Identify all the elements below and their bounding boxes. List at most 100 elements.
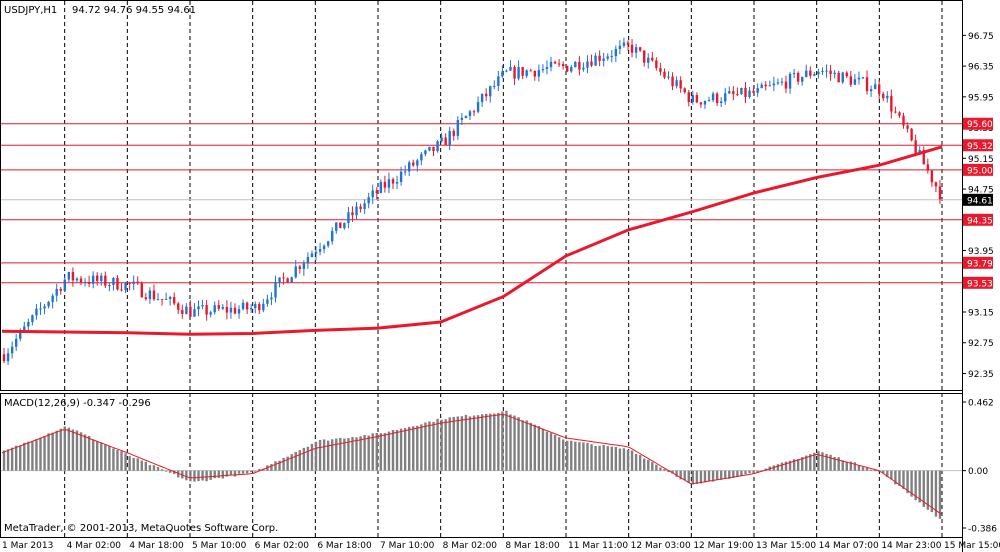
- candle-body: [339, 222, 342, 229]
- candle-body: [570, 67, 573, 72]
- macd-bar: [934, 470, 938, 517]
- macd-bar: [59, 428, 62, 471]
- macd-bar: [444, 419, 447, 471]
- candle-body: [497, 76, 500, 86]
- macd-bar: [529, 422, 532, 471]
- time-tick-label: 14 Mar 23:00: [881, 541, 941, 551]
- macd-bar: [663, 469, 666, 471]
- macd-bar: [225, 470, 229, 477]
- copyright-text: MetaTrader, © 2001-2013, MetaQuotes Soft…: [4, 523, 278, 534]
- macd-bar: [156, 467, 160, 471]
- macd-bar: [910, 470, 913, 497]
- price-tick-label: 95.95: [968, 93, 994, 103]
- macd-bar: [298, 450, 302, 471]
- candle-body: [898, 112, 901, 116]
- candle-body: [857, 77, 861, 80]
- candle-body: [79, 278, 83, 283]
- macd-bar: [100, 442, 103, 471]
- candle-body: [566, 66, 569, 72]
- candle-body: [6, 353, 10, 362]
- macd-bar: [51, 432, 54, 471]
- candle-body: [861, 77, 865, 79]
- candle-body: [152, 290, 156, 300]
- candle-body: [448, 130, 451, 145]
- candle-body: [594, 55, 597, 66]
- level-tag-label: 95.32: [967, 142, 993, 152]
- macd-bar: [517, 417, 520, 471]
- price-tick-label: 94.75: [968, 186, 994, 196]
- macd-bar: [302, 447, 306, 471]
- candle-body: [784, 81, 788, 89]
- chart-ohlc: 94.72 94.76 94.55 94.61: [72, 5, 196, 16]
- candle-body: [501, 71, 504, 77]
- macd-bar: [882, 470, 885, 474]
- candle-body: [533, 70, 537, 77]
- candle-body: [87, 281, 91, 284]
- candle-body: [805, 70, 808, 77]
- candle-body: [683, 88, 686, 93]
- macd-bar: [590, 444, 593, 471]
- macd-bar: [801, 457, 804, 471]
- candle-body: [258, 304, 261, 311]
- macd-bar: [634, 454, 638, 471]
- candle-body: [343, 223, 346, 229]
- macd-bar: [480, 414, 484, 471]
- macd-signal: [1, 414, 943, 516]
- level-tags: 95.60 95.32 95.00 94.35 93.79 93.53 94.61: [963, 117, 993, 289]
- macd-bar: [87, 435, 91, 471]
- time-tick-label: 8 Mar 02:00: [443, 541, 498, 551]
- macd-bar: [213, 470, 216, 479]
- candle-body: [148, 290, 152, 300]
- macd-bar: [930, 470, 934, 513]
- candle-body: [322, 245, 326, 250]
- candle-body: [75, 278, 79, 281]
- candle-body: [164, 298, 168, 300]
- candle-body: [728, 91, 731, 94]
- candle-body: [894, 111, 897, 113]
- macd-bar: [533, 424, 537, 471]
- candle-body: [521, 67, 524, 76]
- candle-body: [168, 297, 172, 299]
- candle-body: [493, 85, 496, 87]
- macd-bar: [371, 433, 374, 471]
- candle-body: [31, 315, 34, 322]
- candle-body: [902, 115, 905, 126]
- candle-body: [108, 284, 111, 286]
- candle-body: [557, 63, 561, 65]
- candle-body: [262, 303, 265, 311]
- macd-bar: [651, 462, 654, 471]
- macd-bar: [614, 446, 618, 471]
- horizontal-levels: [1, 123, 962, 284]
- macd-bar: [278, 460, 281, 471]
- candle-body: [561, 64, 565, 67]
- macd-bar: [290, 454, 293, 471]
- macd-bar: [622, 448, 626, 471]
- candle-body: [432, 146, 435, 152]
- macd-bar: [744, 470, 747, 475]
- macd-bar: [96, 441, 99, 471]
- macd-bar: [306, 446, 310, 471]
- macd-bar: [270, 464, 273, 471]
- macd-bar: [505, 410, 508, 471]
- candle-body: [638, 47, 642, 51]
- candle-body: [663, 71, 666, 78]
- time-tick-label: 1 Mar 2013: [2, 541, 53, 551]
- time-tick-label: 12 Mar 03:00: [631, 541, 691, 551]
- candle-body: [602, 58, 605, 61]
- candle-body: [837, 72, 840, 83]
- candle-body: [574, 61, 577, 68]
- macd-bar: [343, 438, 346, 471]
- time-tick-label: 15 Mar 15:00: [944, 541, 1000, 551]
- candle-body: [63, 279, 67, 291]
- macd-bar: [541, 428, 545, 471]
- candle-body: [873, 84, 877, 90]
- macd-histogram: [1, 410, 962, 519]
- candle-body: [266, 299, 269, 304]
- macd-bar: [23, 442, 26, 471]
- candle-body: [476, 102, 480, 112]
- price-panel[interactable]: [0, 0, 963, 391]
- candle-body: [930, 170, 934, 183]
- time-tick-label: 14 Mar 07:00: [819, 541, 879, 551]
- candle-body: [116, 277, 119, 290]
- macd-bar: [545, 431, 549, 471]
